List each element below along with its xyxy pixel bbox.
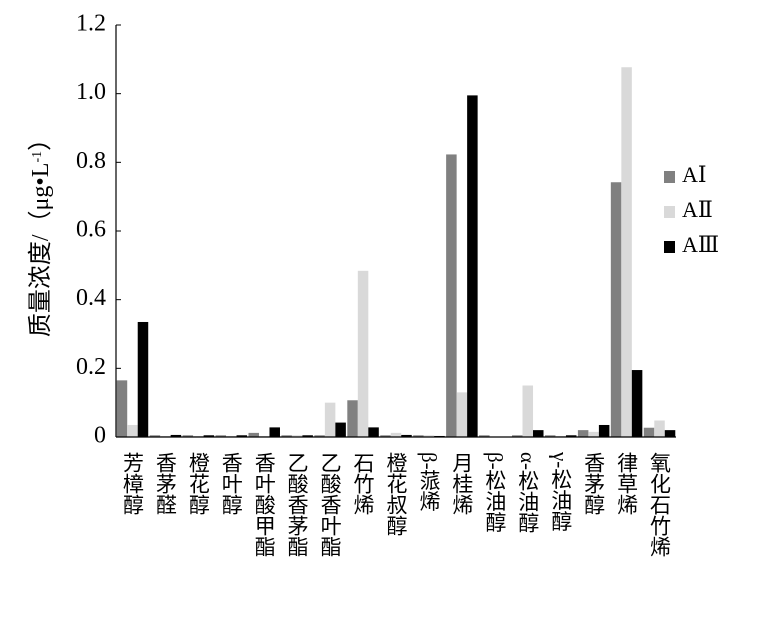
bar (413, 435, 424, 437)
bar (456, 392, 468, 437)
y-tick-label: 0.4 (76, 285, 106, 311)
x-tick-label: 橙花叔醇 (384, 452, 408, 536)
bar (512, 435, 523, 437)
bar (314, 435, 325, 437)
bar (631, 370, 643, 437)
bar (137, 321, 149, 437)
x-tick-label: 氧化石竹烯 (648, 452, 672, 557)
bar (565, 435, 577, 437)
x-tick-label: 乙酸香叶酯 (318, 452, 342, 557)
y-tick-label: 1.2 (76, 11, 106, 37)
bar (236, 435, 248, 437)
x-tick-label: 月桂烯 (450, 452, 474, 515)
y-tick-label: 0.6 (76, 217, 106, 243)
legend-label: AⅢ (682, 232, 719, 257)
bar (302, 435, 313, 437)
bar (544, 435, 556, 437)
legend-swatch (664, 241, 675, 253)
bar (522, 385, 534, 437)
y-axis-label: 质量浓度/（μg•L-1） (27, 127, 54, 337)
bar (664, 430, 676, 437)
x-tick-label: 香茅醇 (582, 452, 606, 515)
bar (610, 182, 622, 437)
y-tick-label: 1.0 (76, 79, 106, 105)
y-tick-label: 0.8 (76, 148, 106, 174)
x-tick-label: β-松油醇 (483, 452, 507, 533)
x-tick-label: α-松油醇 (516, 452, 540, 533)
bar (598, 424, 610, 437)
bar (127, 424, 138, 437)
x-tick-label: 香叶酸甲酯 (252, 452, 276, 557)
legend-swatch (664, 206, 675, 218)
bar (643, 427, 655, 437)
y-label-end: ） (28, 127, 54, 151)
bar (479, 435, 490, 437)
bar (182, 435, 194, 437)
bar (467, 95, 478, 437)
legend-swatch (664, 171, 675, 183)
bar (533, 430, 544, 437)
x-tick-label: 香茅醛 (153, 452, 177, 515)
y-label-sup: -1 (30, 151, 45, 163)
bar (390, 432, 402, 437)
bar (281, 435, 292, 437)
bar (203, 435, 215, 437)
bar (335, 422, 346, 437)
bar (423, 435, 435, 437)
bar (215, 435, 227, 437)
bar (324, 402, 336, 437)
bar (401, 434, 412, 437)
legend-label: AⅡ (682, 197, 713, 222)
x-tick-label: 橙花醇 (186, 452, 210, 515)
y-tick-label: 0.2 (76, 354, 106, 380)
bar (577, 430, 589, 437)
y-label-text: 质量浓度/（μg•L (27, 163, 54, 338)
x-tick-label: 乙酸香茅酯 (285, 452, 309, 557)
bar (269, 427, 280, 437)
bar (116, 380, 128, 437)
bar (149, 435, 161, 437)
legend-label: AⅠ (682, 162, 707, 187)
x-tick-label: 律草烯 (615, 452, 639, 515)
bar (368, 427, 379, 437)
bar (347, 400, 358, 437)
bar (588, 431, 599, 437)
x-tick-label: γ-松油醇 (549, 451, 573, 532)
x-tick-label: β-蒎烯 (417, 452, 441, 512)
bar (654, 420, 665, 437)
bar (291, 435, 303, 437)
y-tick-label: 0 (94, 423, 106, 449)
x-tick-label: 石竹烯 (351, 452, 375, 515)
bar (380, 435, 391, 437)
bar (621, 67, 632, 437)
bar (357, 270, 369, 437)
bar (170, 434, 182, 437)
bar (248, 432, 259, 437)
x-tick-label: 芳樟醇 (120, 452, 144, 515)
x-tick-label: 香叶醇 (219, 452, 243, 515)
bar (446, 154, 457, 438)
